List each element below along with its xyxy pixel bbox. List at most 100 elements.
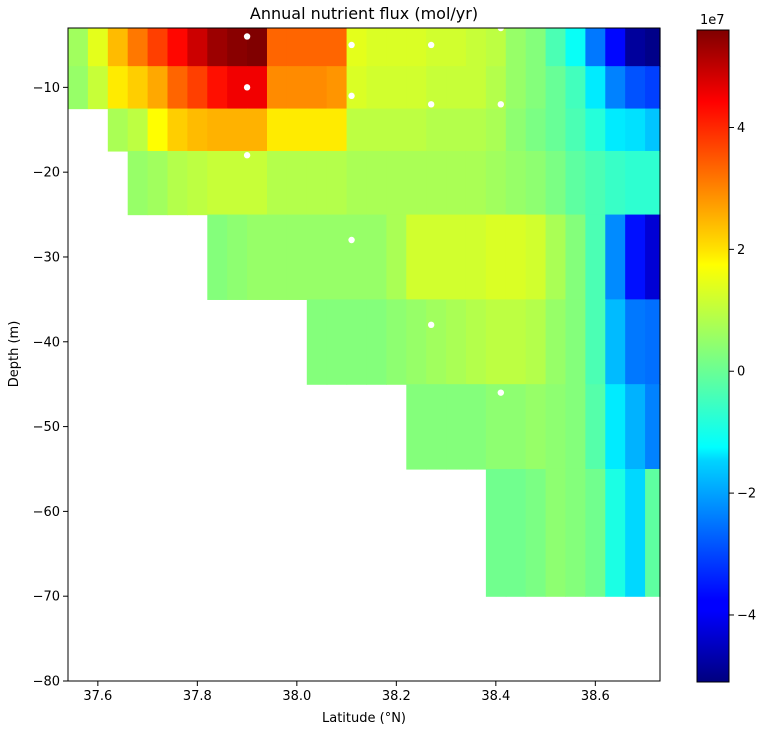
heatmap-cell	[107, 28, 129, 67]
station-point	[427, 101, 435, 108]
heatmap-cell	[585, 66, 606, 110]
station-point	[243, 152, 251, 159]
heatmap-cell	[565, 468, 586, 597]
heatmap-cell	[386, 150, 407, 216]
heatmap-cell	[266, 150, 288, 216]
heatmap-cell	[227, 150, 248, 216]
heatmap-cell	[127, 66, 149, 110]
heatmap-cell	[625, 384, 646, 470]
heatmap-cell	[247, 214, 268, 300]
heatmap-cell	[386, 28, 407, 67]
heatmap-cell	[286, 150, 308, 216]
heatmap-cell	[406, 66, 427, 110]
y-tick-label: −50	[33, 420, 60, 435]
y-tick-label: −20	[33, 166, 60, 181]
heatmap-cell	[465, 66, 487, 110]
colorbar-tick-label: 4	[737, 121, 745, 136]
heatmap-cell	[525, 66, 547, 110]
heatmap-cell	[625, 468, 646, 597]
heatmap-cell	[585, 214, 606, 300]
colorbar-tick-label: −4	[737, 608, 756, 623]
heatmap-cell	[68, 66, 89, 110]
station-point	[427, 41, 435, 49]
heatmap-cell	[505, 150, 527, 216]
station-point	[497, 389, 505, 396]
heatmap-cell	[406, 214, 427, 300]
heatmap-cell	[306, 214, 328, 300]
heatmap-cell	[505, 468, 527, 597]
station-points	[243, 24, 505, 396]
y-tick-label: −70	[33, 590, 60, 605]
heatmap-cell	[187, 66, 208, 110]
heatmap-cell	[426, 66, 447, 110]
heatmap-cell	[645, 66, 661, 110]
heatmap-cell	[207, 108, 228, 152]
heatmap-cell	[565, 28, 586, 67]
y-tick-label: −60	[33, 505, 60, 520]
colorbar-scale-label: 1e7	[700, 13, 725, 28]
heatmap-cell	[386, 214, 407, 300]
y-axis: −10 −20 −30 −40 −50 −60 −70 −80	[33, 81, 68, 690]
plot-frame	[67, 27, 661, 682]
heatmap-cell	[446, 108, 467, 152]
heatmap-cell	[446, 28, 467, 67]
heatmap-cell	[366, 66, 387, 110]
heatmap-cell	[366, 299, 387, 385]
heatmap-cell	[585, 299, 606, 385]
heatmap-cell	[625, 108, 646, 152]
heatmap-cell	[247, 66, 268, 110]
y-axis-label: Depth (m)	[7, 321, 22, 388]
heatmap-cell	[525, 150, 547, 216]
heatmap-cell	[406, 299, 427, 385]
colorbar-tick-label: 0	[737, 365, 745, 380]
station-point	[497, 101, 505, 108]
x-tick-label: 38.0	[282, 689, 311, 704]
heatmap-cell	[386, 299, 407, 385]
heatmap-cell	[565, 108, 586, 152]
heatmap-cell	[227, 28, 248, 67]
heatmap-cell	[545, 150, 567, 216]
heatmap-cell	[406, 28, 427, 67]
heatmap-cell	[406, 384, 427, 470]
heatmap-cell	[167, 108, 188, 152]
heatmap-cell	[386, 66, 407, 110]
heatmap-cell	[306, 299, 328, 385]
heatmap-cell	[485, 299, 507, 385]
heatmap-cell	[386, 108, 407, 152]
heatmap-cell	[426, 299, 447, 385]
heatmap-cell	[87, 66, 109, 110]
heatmap-cell	[68, 28, 89, 67]
heatmap-cell	[605, 28, 626, 67]
heatmap-cell	[306, 28, 328, 67]
heatmap-cell	[346, 299, 368, 385]
heatmap-cell	[465, 299, 487, 385]
heatmap-cell	[207, 214, 228, 300]
station-point	[348, 41, 355, 49]
y-tick-label: −80	[33, 675, 60, 690]
x-tick-label: 37.6	[83, 689, 112, 704]
heatmap-cell	[187, 108, 208, 152]
heatmap-cell	[426, 214, 447, 300]
heatmap-cell	[286, 108, 308, 152]
heatmap-cell	[187, 28, 208, 67]
station-point	[243, 33, 251, 40]
heatmap-cell	[366, 214, 387, 300]
colorbar	[696, 29, 730, 683]
heatmap-cell	[645, 214, 661, 300]
heatmap-cell	[565, 150, 586, 216]
heatmap-cell	[605, 299, 626, 385]
heatmap-cell	[266, 66, 288, 110]
heatmap-cell	[545, 214, 567, 300]
heatmap-cell	[426, 108, 447, 152]
heatmap-cell	[227, 214, 248, 300]
colorbar-tick-label: 2	[737, 243, 745, 258]
heatmap-cell	[545, 468, 567, 597]
heatmap-cell	[605, 214, 626, 300]
heatmap-cell	[346, 150, 368, 216]
heatmap-cell	[525, 384, 547, 470]
heatmap-cell	[625, 214, 646, 300]
heatmap-cell	[147, 28, 169, 67]
heatmap-cell	[505, 214, 527, 300]
heatmap-cell	[167, 28, 188, 67]
heatmap-cell	[565, 384, 586, 470]
